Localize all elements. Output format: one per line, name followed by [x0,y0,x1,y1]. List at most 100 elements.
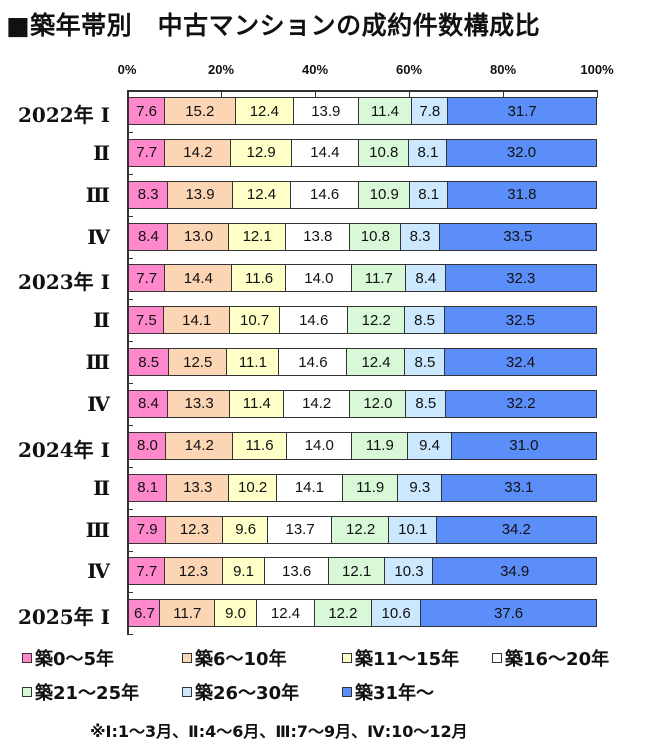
y-tick-mark [127,466,133,468]
y-category-label: 2024年 Ⅰ [18,437,110,462]
legend-swatch-icon [492,653,502,663]
legend-swatch-icon [182,687,192,697]
legend-swatch-icon [342,687,352,697]
y-tick-mark [127,257,133,259]
bar-segment: 12.1 [228,222,287,251]
legend-item: 築16～20年 [492,645,609,671]
legend-label: 築6～10年 [195,649,287,670]
legend-item: 築31年～ [342,679,434,705]
y-category-label: Ⅲ [85,517,110,542]
bar-segment: 11.7 [350,264,407,293]
stacked-bar: 8.1 13.3 10.2 14.1 11.9 9.3 33.1 [128,473,597,502]
legend-swatch-icon [182,653,192,663]
bar-segment: 11.9 [341,473,399,502]
legend-swatch-icon [22,687,32,697]
x-tick-label: 60% [395,62,423,77]
stacked-bar: 7.9 12.3 9.6 13.7 12.2 10.1 34.2 [128,515,597,544]
bar-segment: 10.3 [384,557,434,586]
bar-segment: 7.7 [128,557,166,586]
bar-segment: 32.5 [443,306,597,335]
legend-item: 築0～5年 [22,645,114,671]
bar-segment: 14.4 [290,138,360,167]
quarter-note: ※Ⅰ:1～3月、Ⅱ:4～6月、Ⅲ:7～9月、Ⅳ:10～12月 [90,722,468,741]
bar-segment: 12.3 [164,557,223,586]
bar-segment: 12.3 [164,515,224,544]
bar-segment: 37.6 [420,599,598,628]
legend-label: 築11～15年 [355,649,460,670]
bar-segment: 7.7 [128,264,166,293]
bar-segment: 32.3 [444,264,597,293]
legend-item: 築21～25年 [22,679,139,705]
bar-segment: 10.8 [349,222,402,251]
x-tick-label: 80% [489,62,517,77]
bar-segment: 10.8 [357,138,410,167]
y-tick-mark [127,424,133,426]
bar-segment: 14.2 [282,389,351,418]
stacked-bar: 8.4 13.0 12.1 13.8 10.8 8.3 33.5 [128,222,598,251]
bar-segment: 14.6 [278,348,348,377]
bar-segment: 31.0 [450,431,597,460]
bar-segment: 12.4 [255,599,316,628]
legend-label: 築0～5年 [35,649,115,670]
y-tick-mark [127,550,133,552]
bar-segment: 14.4 [163,264,233,293]
bar-segment: 12.1 [327,557,386,586]
bar-segment: 10.2 [228,473,278,502]
bar-segment: 12.4 [234,97,295,125]
y-category-label: Ⅲ [85,350,110,375]
bar-segment: 13.7 [267,515,333,544]
y-category-label: Ⅲ [85,182,110,207]
y-tick-mark [127,215,133,217]
x-tick-mark [503,90,504,98]
x-tick-label: 100% [580,62,614,77]
bar-segment: 13.3 [165,473,230,502]
y-category-label: Ⅳ [87,391,110,416]
bar-segment: 8.1 [408,138,448,167]
bar-segment: 14.6 [278,306,349,335]
y-tick-mark [127,634,133,636]
bar-segment: 14.0 [285,431,353,460]
bar-segment: 11.6 [231,264,287,293]
bar-segment: 12.2 [347,306,406,335]
bar-segment: 8.4 [405,264,447,293]
bar-segment: 10.7 [228,306,281,335]
bar-segment: 7.8 [410,97,449,125]
bar-segment: 14.6 [289,180,360,209]
legend-swatch-icon [22,653,32,663]
stacked-bar: 7.7 12.3 9.1 13.6 12.1 10.3 34.9 [128,557,597,586]
bar-segment: 11.6 [231,431,288,460]
bar-segment: 9.0 [213,599,258,628]
bar-segment: 11.9 [351,431,409,460]
bar-segment: 12.2 [313,599,373,628]
y-tick-mark [127,592,133,594]
y-category-label: Ⅱ [93,308,110,333]
bar-segment: 14.2 [165,431,234,460]
bar-segment: 13.8 [284,222,351,251]
bar-segment: 13.0 [167,222,230,251]
stacked-bar: 8.3 13.9 12.4 14.6 10.9 8.1 31.8 [128,180,597,209]
bar-segment: 13.9 [166,180,234,209]
bar-segment: 10.1 [388,515,438,544]
bar-segment: 11.1 [226,348,280,377]
y-category-label: Ⅳ [87,559,110,584]
bar-segment: 7.6 [128,97,166,125]
bar-segment: 14.1 [163,306,231,335]
bar-segment: 11.4 [357,97,413,125]
y-tick-mark [127,383,133,385]
stacked-bar: 8.4 13.3 11.4 14.2 12.0 8.5 32.2 [128,389,597,418]
bar-segment: 31.7 [447,97,597,125]
y-tick-mark [127,132,133,133]
x-tick-mark [127,90,128,98]
legend-item: 築6～10年 [182,645,287,671]
bar-segment: 8.1 [408,180,449,209]
bar-segment: 10.6 [370,599,422,628]
stacked-bar: 7.6 15.2 12.4 13.9 11.4 7.8 31.7 [128,97,597,125]
bar-segment: 8.5 [405,389,447,418]
stacked-bar: 7.5 14.1 10.7 14.6 12.2 8.5 32.5 [128,306,597,335]
legend-item: 築26～30年 [182,679,299,705]
x-tick-label: 0% [117,62,137,77]
bar-segment: 8.1 [128,473,168,502]
x-tick-mark [221,90,222,98]
legend-label: 築21～25年 [35,683,140,704]
bar-segment: 14.1 [275,473,344,502]
